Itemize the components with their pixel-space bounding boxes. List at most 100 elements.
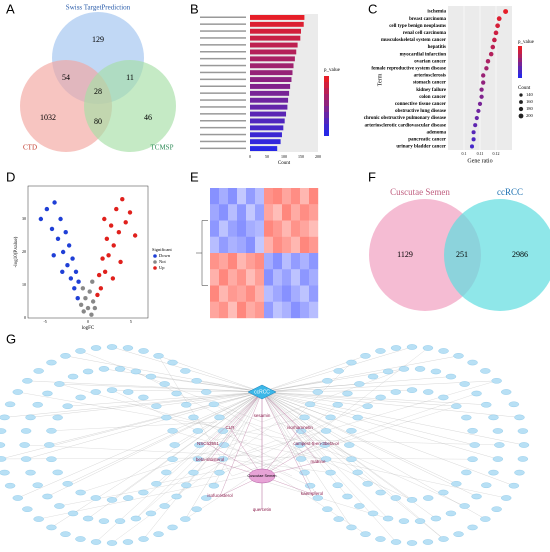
edge <box>306 457 473 460</box>
target-node <box>491 378 502 384</box>
target-node <box>517 456 529 462</box>
heat-cell <box>237 220 247 237</box>
target-node <box>360 353 371 359</box>
color-bar <box>518 58 522 62</box>
edge <box>186 391 263 405</box>
heat-cell <box>264 301 274 319</box>
target-node <box>75 536 86 542</box>
target-node <box>422 539 434 545</box>
target-node <box>75 348 86 354</box>
target-node <box>130 368 142 375</box>
heat-cell <box>228 269 238 286</box>
edge <box>261 391 318 499</box>
panel-label: D <box>6 169 15 184</box>
color-bar <box>518 70 522 74</box>
heat-cell <box>228 220 238 237</box>
target-node <box>422 345 434 351</box>
target-node <box>151 481 162 487</box>
dot <box>471 137 476 142</box>
dot <box>481 73 486 78</box>
set-label: ccRCC <box>497 187 523 197</box>
herb-label: Cuscutae Semen <box>247 474 276 478</box>
heat-cell <box>300 269 310 286</box>
heat-cell <box>246 236 256 254</box>
set-label: Swiss TargetPrediction <box>66 4 131 12</box>
color-bar <box>324 94 329 100</box>
edge <box>261 391 352 528</box>
edge <box>261 390 413 393</box>
target-node <box>52 469 63 476</box>
target-node <box>445 373 457 380</box>
point <box>118 259 123 265</box>
target-node <box>406 344 418 350</box>
heat-cell <box>264 236 274 254</box>
target-node <box>42 390 53 397</box>
color-bar <box>518 62 522 66</box>
target-node <box>214 469 225 476</box>
y-tick-label: 0 <box>24 315 26 320</box>
legend-label: Down <box>159 253 171 258</box>
venn-count: 2986 <box>512 250 528 259</box>
target-node <box>106 387 118 393</box>
heat-cell <box>246 204 256 221</box>
target-node <box>406 387 418 393</box>
target-node <box>342 493 353 500</box>
target-node <box>467 524 478 531</box>
heat-cell <box>273 220 283 237</box>
target-node <box>62 481 73 487</box>
target-node <box>106 540 118 546</box>
target-node <box>492 456 504 462</box>
color-bar <box>324 100 329 106</box>
x-tick-label: -5 <box>43 319 46 324</box>
target-node <box>159 381 170 387</box>
target-node <box>508 482 520 489</box>
target-node <box>12 495 23 501</box>
ingredient-label: matrine <box>310 459 326 464</box>
target-node <box>423 389 434 395</box>
edge <box>80 439 248 493</box>
dot <box>471 130 476 135</box>
target-node <box>375 348 386 354</box>
x-tick-label: 200 <box>315 154 321 159</box>
edge <box>261 391 331 418</box>
target-node <box>217 456 229 462</box>
target-node <box>191 378 202 384</box>
target-node <box>188 469 199 476</box>
heat-cell <box>246 220 256 237</box>
bar <box>250 15 305 20</box>
edge <box>156 391 263 484</box>
target-node <box>106 344 118 350</box>
edge <box>47 391 263 497</box>
heat-cell <box>210 204 220 221</box>
edge <box>111 390 263 393</box>
heat-cell <box>255 188 265 205</box>
y-axis-title: Term <box>377 73 383 86</box>
target-node <box>438 394 449 401</box>
heat-cell <box>237 188 247 205</box>
heat-cell <box>255 301 265 319</box>
edge <box>24 444 293 459</box>
target-node <box>382 515 394 522</box>
target-node <box>467 359 478 366</box>
bar <box>250 118 285 124</box>
target-node <box>130 515 142 522</box>
edge <box>306 439 500 446</box>
bar <box>250 146 278 151</box>
venn-count: 54 <box>62 73 70 82</box>
target-node <box>322 506 333 512</box>
target-node <box>382 368 394 375</box>
dot <box>481 80 486 85</box>
size-key <box>518 113 524 119</box>
color-bar <box>324 88 329 94</box>
target-node <box>44 442 55 448</box>
target-node <box>390 389 401 395</box>
edge <box>111 390 293 477</box>
heat-cell <box>237 253 247 270</box>
panel-label: F <box>368 169 376 184</box>
target-node <box>451 403 462 409</box>
edge <box>276 439 413 500</box>
color-bar <box>518 74 522 78</box>
point <box>60 269 65 274</box>
edge <box>229 391 263 429</box>
heat-cell <box>291 253 301 270</box>
